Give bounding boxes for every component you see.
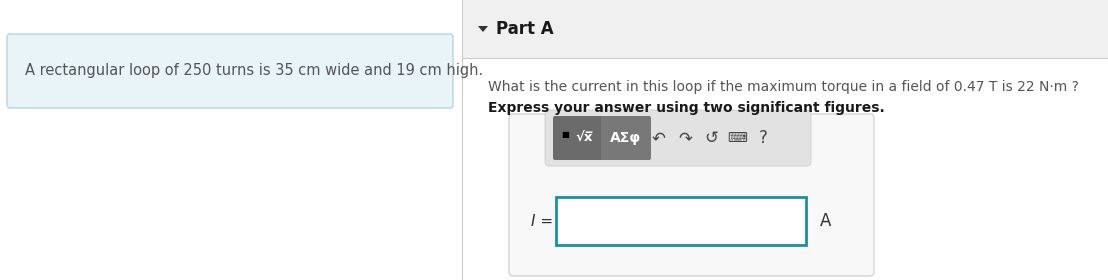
FancyBboxPatch shape bbox=[553, 116, 603, 160]
Text: ΑΣφ: ΑΣφ bbox=[611, 131, 642, 145]
Text: ⌨: ⌨ bbox=[727, 131, 747, 145]
Text: ?: ? bbox=[759, 129, 768, 147]
FancyBboxPatch shape bbox=[601, 116, 652, 160]
Text: Part A: Part A bbox=[496, 20, 554, 38]
Text: √x̅: √x̅ bbox=[575, 132, 593, 144]
Text: What is the current in this loop if the maximum torque in a field of 0.47 T is 2: What is the current in this loop if the … bbox=[488, 80, 1079, 94]
Text: ↶: ↶ bbox=[653, 129, 666, 147]
FancyBboxPatch shape bbox=[556, 197, 806, 245]
Text: ↺: ↺ bbox=[704, 129, 718, 147]
Text: ■: ■ bbox=[561, 129, 568, 139]
FancyBboxPatch shape bbox=[7, 34, 453, 108]
Polygon shape bbox=[478, 26, 488, 32]
Text: ↷: ↷ bbox=[678, 129, 691, 147]
FancyBboxPatch shape bbox=[462, 0, 1108, 58]
FancyBboxPatch shape bbox=[462, 0, 1108, 280]
Text: Express your answer using two significant figures.: Express your answer using two significan… bbox=[488, 101, 885, 115]
FancyBboxPatch shape bbox=[509, 114, 874, 276]
Text: A rectangular loop of 250 turns is 35 cm wide and 19 cm high.: A rectangular loop of 250 turns is 35 cm… bbox=[25, 64, 483, 78]
Text: A: A bbox=[820, 212, 831, 230]
FancyBboxPatch shape bbox=[545, 110, 811, 166]
Text: I =: I = bbox=[531, 213, 553, 228]
